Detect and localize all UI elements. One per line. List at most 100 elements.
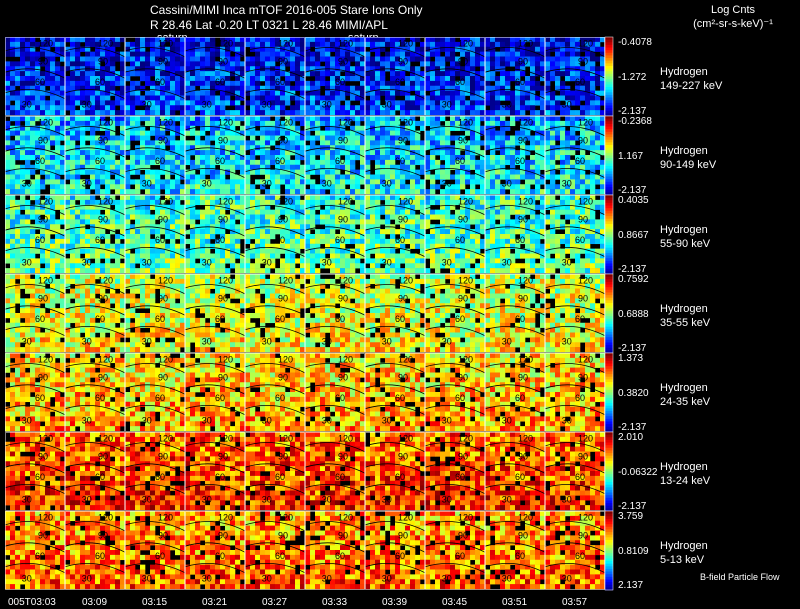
panel-border [185, 37, 245, 116]
pixel [170, 51, 176, 57]
pixel [360, 263, 366, 269]
pixel [40, 71, 46, 77]
pixel [215, 224, 221, 230]
pixel [100, 76, 106, 82]
pixel [100, 268, 106, 274]
pixel [450, 95, 456, 101]
pixel [185, 229, 191, 235]
pixel [355, 56, 361, 62]
pixel [205, 80, 211, 87]
contour-label: 90 [518, 136, 528, 146]
pixel [190, 184, 196, 190]
pixel [95, 51, 101, 57]
pixel [70, 95, 76, 101]
pixel [245, 116, 251, 122]
pixel [25, 37, 31, 43]
pixel [155, 238, 161, 245]
pixel [55, 253, 61, 259]
pixel [15, 169, 21, 175]
pixel [210, 116, 216, 122]
pixel [55, 85, 61, 91]
pixel [255, 41, 261, 48]
pixel [420, 140, 426, 146]
pixel [120, 140, 126, 146]
pixel [310, 100, 316, 106]
pixel [420, 159, 426, 166]
pixel [200, 95, 206, 101]
pixel [470, 140, 476, 146]
pixel [590, 135, 596, 141]
pixel [180, 90, 186, 96]
pixel [350, 66, 356, 72]
pixel [405, 100, 411, 106]
pixel [50, 41, 56, 48]
pixel [55, 263, 61, 269]
pixel [505, 61, 511, 67]
pixel [80, 258, 86, 264]
pixel [520, 189, 526, 195]
pixel [165, 253, 171, 259]
pixel [35, 80, 41, 87]
pixel [130, 105, 136, 111]
contour-label: 60 [35, 235, 45, 245]
pixel [60, 71, 66, 77]
pixel [515, 184, 521, 190]
pixel [20, 199, 26, 206]
pixel [225, 41, 231, 48]
pixel [95, 234, 101, 240]
pixel [150, 85, 156, 91]
pixel [155, 116, 161, 122]
pixel [510, 189, 516, 195]
pixel [465, 56, 471, 62]
pixel [15, 184, 21, 190]
pixel [365, 120, 371, 127]
pixel [355, 41, 361, 48]
pixel [60, 209, 66, 215]
pixel [575, 37, 581, 43]
pixel [310, 155, 316, 161]
pixel [510, 95, 516, 101]
pixel [230, 125, 236, 131]
pixel [95, 135, 101, 141]
pixel [285, 37, 291, 43]
pixel [600, 184, 606, 190]
pixel [10, 258, 16, 264]
pixel [135, 51, 141, 57]
pixel [30, 105, 36, 111]
pixel [5, 195, 11, 201]
pixel [555, 184, 561, 190]
pixel [105, 85, 111, 91]
pixel [425, 46, 431, 52]
pixel [10, 90, 16, 96]
pixel [530, 189, 536, 195]
pixel [95, 37, 101, 43]
pixel [50, 209, 56, 215]
pixel [85, 110, 91, 116]
pixel [550, 37, 556, 43]
pixel [25, 155, 31, 161]
pixel [275, 66, 281, 72]
pixel [250, 159, 256, 166]
pixel [415, 71, 421, 77]
pixel [90, 76, 96, 82]
pixel [255, 100, 261, 106]
pixel [325, 248, 331, 254]
pixel [150, 116, 156, 122]
pixel [220, 169, 226, 175]
pixel [295, 238, 301, 245]
pixel [370, 56, 376, 62]
pixel [420, 105, 426, 111]
pixel [5, 214, 11, 220]
pixel [335, 179, 341, 185]
pixel [365, 214, 371, 220]
pixel [400, 234, 406, 240]
pixel [550, 66, 556, 72]
pixel [385, 56, 391, 62]
pixel [255, 169, 261, 175]
pixel [65, 145, 71, 151]
pixel [85, 116, 91, 122]
pixel [170, 116, 176, 122]
pixel [575, 174, 581, 180]
pixel [385, 120, 391, 127]
pixel [160, 61, 166, 67]
